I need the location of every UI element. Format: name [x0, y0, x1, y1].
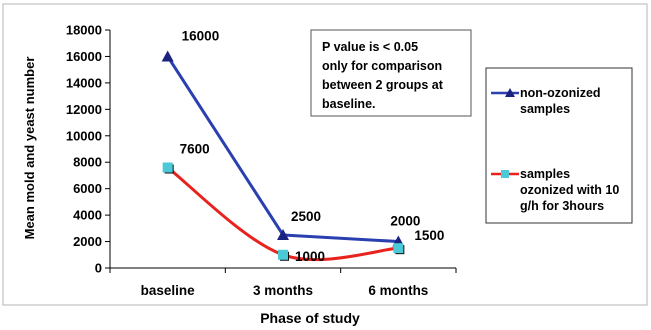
y-tick-label: 0: [95, 261, 102, 276]
annotation-frame: [310, 29, 472, 117]
data-point-square: [393, 243, 404, 254]
y-tick-label: 6000: [73, 181, 102, 196]
data-point-triangle: [161, 50, 174, 62]
annotation-box: P value is < 0.05 only for comparison be…: [310, 29, 472, 117]
legend-label-non-ozonized-1: non-ozonized: [520, 86, 601, 100]
legend-square-marker: [501, 170, 509, 178]
x-tick-label: baseline: [141, 283, 196, 298]
legend-triangle-marker: [505, 88, 515, 97]
y-axis: 0 2000 4000 6000 8000 10000 12000 14000 16000 180…: [66, 23, 110, 276]
y-tick-label: 12000: [66, 102, 102, 117]
data-label: 2000: [390, 214, 420, 229]
y-tick-label: 16000: [66, 49, 102, 64]
legend-item-non-ozonized: non-ozonized samples: [491, 86, 601, 116]
data-point-triangle: [277, 228, 289, 240]
legend-label-ozonized-2: ozonized with 10: [520, 183, 619, 197]
y-tick-label: 14000: [66, 75, 102, 90]
legend-label-non-ozonized-2: samples: [520, 102, 570, 116]
x-axis-title: Phase of study: [260, 310, 360, 326]
series-layer: 16000 2500 2000 7600 1000 1500: [161, 28, 444, 264]
y-tick-label: 4000: [73, 208, 102, 223]
annotation-line-3: between 2 groups at: [322, 78, 444, 92]
y-tick-label: 8000: [73, 155, 102, 170]
x-tick-label: 3 months: [253, 283, 313, 298]
data-label: 16000: [182, 28, 220, 43]
x-axis: baseline 3 months 6 months: [109, 268, 457, 298]
data-label: 7600: [180, 142, 210, 157]
series-non-ozonized: 16000 2500 2000: [161, 28, 420, 247]
data-label: 1000: [295, 249, 325, 264]
legend: non-ozonized samples samples ozonized wi…: [485, 67, 633, 224]
data-label: 1500: [414, 228, 444, 243]
annotation-line-2: only for comparison: [322, 59, 442, 73]
y-tick-label: 2000: [73, 234, 102, 249]
y-axis-title: Mean mold and yeast number: [22, 57, 37, 240]
series-ozonized: 7600 1000 1500: [162, 142, 444, 264]
annotation-line-4: baseline.: [322, 97, 376, 111]
legend-label-ozonized-1: samples: [520, 167, 570, 181]
y-tick-label: 10000: [66, 128, 102, 143]
annotation-line-1: P value is < 0.05: [322, 40, 418, 54]
legend-label-ozonized-3: g/h for 3hours: [520, 199, 604, 213]
legend-item-ozonized: samples ozonized with 10 g/h for 3hours: [491, 167, 619, 213]
data-point-square: [162, 162, 173, 173]
x-tick-label: 6 months: [368, 283, 428, 298]
y-tick-label: 18000: [66, 23, 102, 38]
data-point-square: [278, 249, 288, 260]
data-label: 2500: [291, 209, 321, 224]
